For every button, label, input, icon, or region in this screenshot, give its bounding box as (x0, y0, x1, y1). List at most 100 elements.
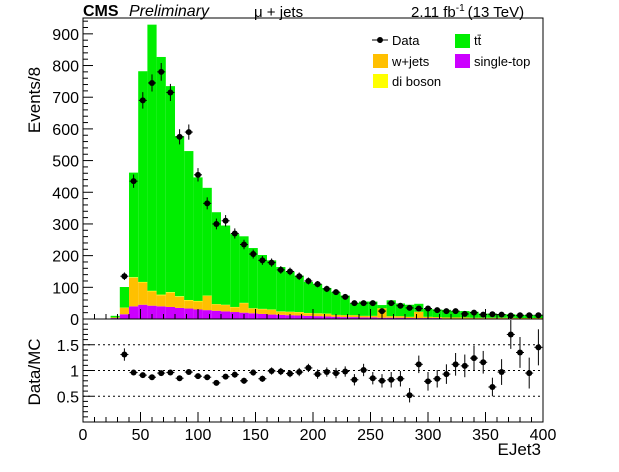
bar-ttbar (386, 300, 396, 317)
bar-ttbar (451, 311, 461, 318)
data-point (139, 97, 146, 104)
legend-wjets-label: w+jets (391, 54, 430, 69)
data-point (388, 300, 395, 307)
y-tick-label: 400 (52, 185, 79, 202)
ratio-frame (82, 318, 544, 423)
bar-ttbar (193, 177, 203, 301)
ratio-panel: 0.5 1 1.5 0 50 100 150 200 250 300 350 400 (57, 318, 557, 444)
bar-wjets (432, 317, 442, 319)
y-tick-label: 900 (52, 27, 79, 44)
bar-wjets (257, 309, 267, 314)
ratio-point (425, 378, 431, 385)
data-point (167, 89, 174, 96)
data-point (323, 285, 330, 292)
bar-ttbar (322, 287, 332, 314)
status-label: Preliminary (129, 3, 210, 20)
channel-label: μ + jets (254, 4, 303, 21)
ratio-point (388, 376, 395, 383)
data-point (333, 289, 339, 296)
ratio-point (471, 355, 477, 362)
bar-wjets (248, 308, 258, 314)
bar-ttbar (248, 248, 258, 309)
ratio-point (507, 331, 514, 338)
ratio-point (360, 366, 367, 373)
data-point (434, 307, 441, 314)
ratio-point (434, 375, 441, 382)
data-point (406, 304, 413, 311)
ratio-point (149, 374, 155, 381)
legend: Data tt̄ w+jets single-top di boson (372, 33, 530, 89)
bar-ttbar (239, 236, 249, 303)
data-point (461, 310, 468, 317)
bar-wjets (147, 291, 157, 306)
bar-diboson (129, 277, 139, 278)
bar-singletop (248, 313, 258, 319)
stacked-histogram (110, 24, 543, 319)
bar-wjets (211, 304, 221, 311)
ratio-point (204, 374, 211, 381)
ratio-point (406, 392, 413, 399)
bar-ttbar (359, 301, 369, 316)
data-point (287, 268, 293, 275)
ratio-y-tick-label: 1 (70, 364, 79, 381)
bar-wjets (303, 313, 313, 316)
ratio-point (185, 369, 192, 376)
ratio-ylabel: Data/MC (25, 338, 44, 405)
bar-singletop (276, 314, 286, 319)
bar-ttbar (165, 86, 175, 293)
bar-singletop (303, 315, 313, 319)
bar-wjets (460, 317, 470, 319)
bar-singletop (359, 317, 369, 319)
data-point (149, 79, 155, 86)
data-point (535, 312, 542, 319)
bar-ttbar (349, 303, 359, 316)
bar-singletop (368, 317, 378, 319)
bar-ttbar (129, 172, 139, 278)
bar-wjets (414, 311, 424, 319)
data-point (425, 305, 431, 312)
bar-wjets (395, 316, 405, 318)
bar-singletop (147, 305, 157, 319)
bar-wjets (359, 315, 369, 318)
data-point (397, 302, 404, 309)
bar-wjets (165, 292, 175, 307)
ratio-y-tick-label: 1.5 (57, 338, 79, 355)
ratio-point (333, 370, 339, 377)
ratio-point (121, 351, 128, 358)
bar-wjets (487, 317, 497, 319)
luminosity-label: 2.11 fb-1 (13 TeV) (411, 3, 524, 21)
lumi-exponent: -1 (456, 3, 465, 14)
data-point (176, 133, 183, 140)
ratio-point (351, 376, 358, 383)
data-point (185, 129, 192, 136)
y-tick-label: 500 (52, 154, 79, 171)
bar-ttbar (257, 255, 267, 309)
bar-wjets (386, 316, 396, 318)
ratio-point (130, 369, 137, 376)
bar-wjets (294, 312, 304, 316)
bar-ttbar (313, 284, 323, 314)
data-point (222, 217, 229, 224)
bar-wjets (110, 317, 120, 319)
data-points (120, 62, 543, 319)
ratio-point (314, 371, 321, 378)
bar-singletop (322, 316, 332, 319)
ratio-xlabel: EJet3 (498, 440, 541, 459)
ratio-point (526, 370, 533, 377)
ratio-point (241, 377, 247, 384)
data-point (443, 308, 450, 315)
x-tick-label: 300 (415, 427, 442, 444)
legend-diboson-swatch (373, 74, 388, 88)
bar-singletop (349, 317, 359, 319)
lumi-value: 2.11 fb (411, 4, 456, 21)
x-tick-label: 50 (132, 427, 150, 444)
bar-ttbar (211, 212, 221, 305)
data-point (526, 312, 533, 319)
x-tick-label: 400 (530, 427, 557, 444)
legend-diboson-label: di boson (392, 74, 441, 89)
bar-wjets (156, 295, 166, 307)
bar-wjets (230, 307, 240, 313)
y-tick-label: 700 (52, 90, 79, 107)
bar-singletop (184, 308, 194, 319)
bar-singletop (138, 304, 148, 319)
